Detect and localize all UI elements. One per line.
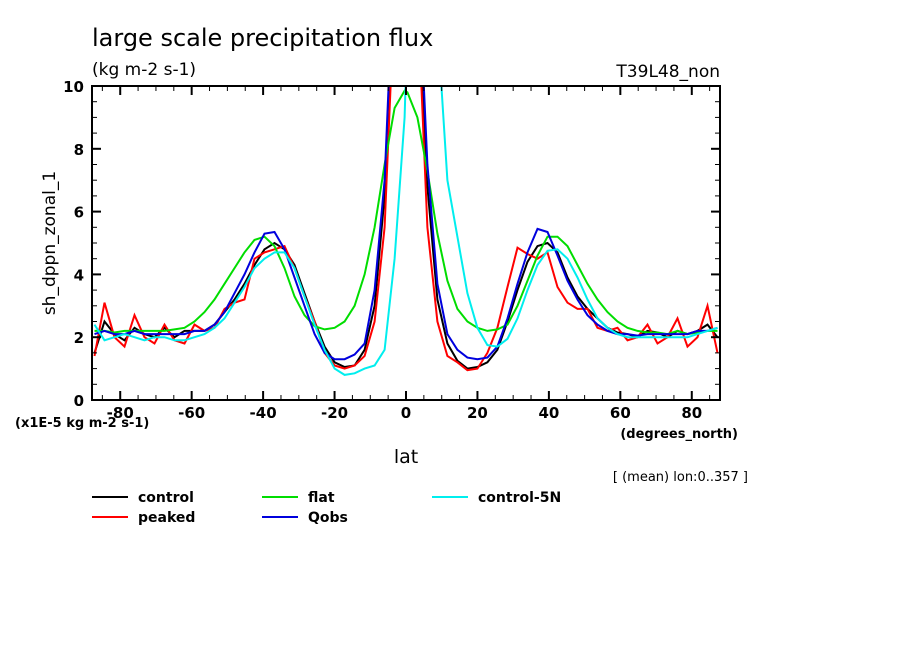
chart-subtitle: (kg m-2 s-1) [92, 60, 196, 80]
series-layer [93, 86, 719, 376]
series-line-flat [94, 89, 718, 336]
series-line-control-5n [93, 86, 718, 376]
dataset-label: T39L48_non [615, 62, 720, 82]
legend-item-qobs: Qobs [262, 510, 348, 526]
x-tick-label: -60 [178, 404, 205, 422]
x-tick-label: -80 [107, 404, 134, 422]
legend-label: control-5N [478, 490, 561, 506]
series-line-qobs [94, 86, 718, 361]
x-tick-label: -20 [321, 404, 348, 422]
y-tick-label: 8 [74, 141, 84, 159]
y-tick-label: 2 [74, 329, 84, 347]
y-axis-units: (x1E-5 kg m-2 s-1) [15, 416, 149, 431]
footnote: [ (mean) lon:0..357 ] [613, 470, 748, 485]
x-tick-label: 60 [610, 404, 631, 422]
legend: control flat control-5N peaked Qobs [92, 490, 561, 526]
x-axis-units: (degrees_north) [620, 427, 738, 442]
x-tick-label: 0 [401, 404, 411, 422]
x-tick-label: 20 [467, 404, 488, 422]
legend-label: peaked [138, 510, 195, 526]
legend-item-peaked: peaked [92, 510, 195, 526]
chart-title: large scale precipitation flux [92, 24, 433, 52]
y-axis-label: sh_dppn_zonal_1 [40, 171, 60, 315]
legend-label: control [138, 490, 194, 506]
x-tick-label: -40 [250, 404, 277, 422]
x-tick-label: 40 [538, 404, 559, 422]
legend-label: flat [308, 490, 335, 506]
plot-frame [91, 85, 721, 401]
series-line-peaked [93, 86, 719, 372]
x-axis-label: lat [394, 446, 418, 468]
y-tick-label: 6 [74, 204, 84, 222]
series-line-control [93, 86, 719, 370]
y-tick-label: 10 [63, 78, 84, 96]
x-tick-label: 80 [681, 404, 702, 422]
y-tick-label: 4 [74, 266, 84, 284]
legend-item-control-5n: control-5N [432, 490, 561, 506]
legend-item-flat: flat [262, 490, 335, 506]
legend-item-control: control [92, 490, 194, 506]
axes-layer: -80 -60 -40 -20 0 20 40 60 80 0 2 4 6 8 10 [63, 78, 721, 422]
legend-label: Qobs [308, 510, 348, 526]
y-tick-label: 0 [74, 392, 84, 410]
